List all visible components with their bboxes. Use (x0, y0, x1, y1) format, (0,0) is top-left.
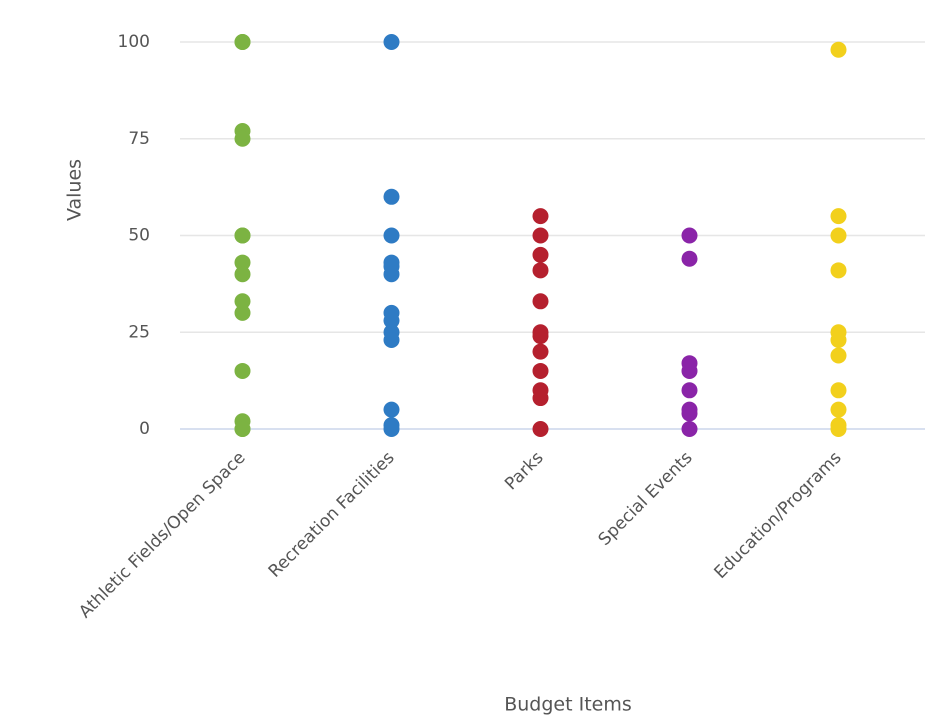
y-tick-label: 100 (118, 32, 150, 52)
point (383, 188, 400, 205)
point (532, 293, 549, 310)
point (532, 227, 549, 244)
point (234, 227, 251, 244)
point (383, 227, 400, 244)
point (383, 331, 400, 348)
point (532, 328, 549, 345)
y-tick-label: 75 (128, 129, 150, 149)
point (532, 208, 549, 225)
point (532, 343, 549, 360)
point (383, 266, 400, 283)
point (830, 401, 847, 418)
point (681, 227, 698, 244)
point (830, 208, 847, 225)
y-tick-label: 25 (128, 322, 150, 342)
point (532, 246, 549, 263)
x-tick-label: Athletic Fields/Open Space (75, 448, 249, 622)
point (532, 421, 549, 437)
x-tick-label: Special Events (595, 448, 697, 550)
x-tick-label: Parks (501, 448, 547, 494)
x-axis-title: Budget Items (504, 694, 632, 716)
point (234, 293, 251, 310)
point (532, 362, 549, 379)
point (532, 262, 549, 279)
point (830, 262, 847, 279)
point (830, 382, 847, 399)
point (383, 34, 400, 50)
point (234, 254, 251, 271)
point (830, 227, 847, 244)
point (234, 130, 251, 147)
point (234, 34, 251, 50)
point (830, 421, 847, 437)
y-axis-title: Values (64, 159, 86, 221)
x-tick-label: Recreation Facilities (265, 448, 399, 582)
point (234, 421, 251, 437)
x-tick-label: Education/Programs (711, 448, 846, 583)
point (383, 401, 400, 418)
y-tick-label: 0 (139, 419, 150, 439)
point (383, 312, 400, 329)
point (681, 250, 698, 267)
y-tick-label: 50 (128, 226, 150, 246)
point (681, 362, 698, 379)
point (532, 390, 549, 407)
point (681, 382, 698, 399)
point (234, 362, 251, 379)
point (830, 331, 847, 348)
point (830, 41, 847, 58)
point (681, 405, 698, 422)
point (681, 421, 698, 437)
point (234, 266, 251, 283)
point (383, 421, 400, 437)
point (234, 304, 251, 321)
point (830, 347, 847, 364)
